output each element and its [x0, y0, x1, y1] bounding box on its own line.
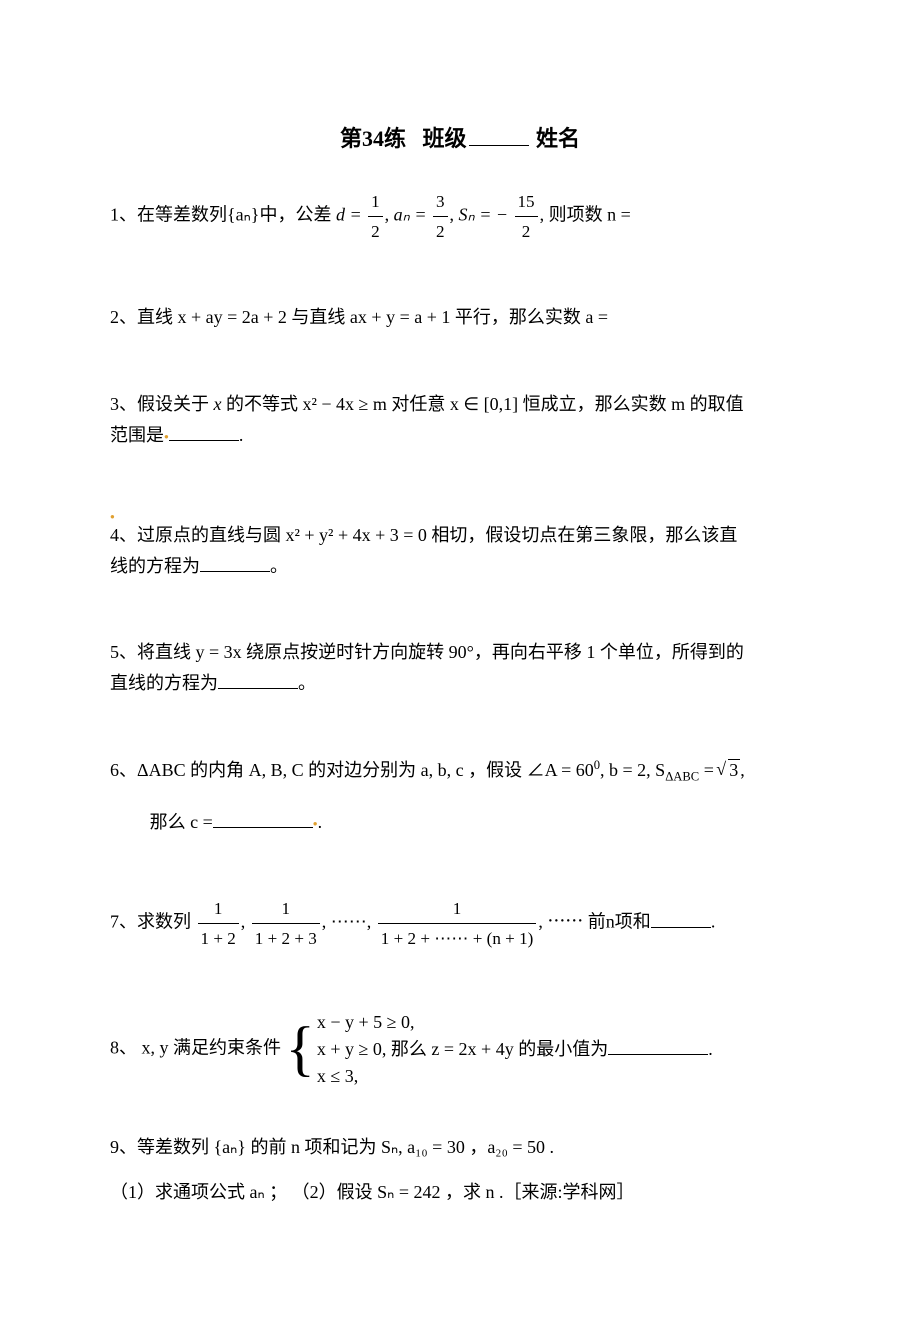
question-1: 1、在等差数列{aₙ}中，公差 d = 12, aₙ = 32, Sₙ = − … — [110, 187, 810, 246]
q8-prefix: 8、 x, y 满足约束条件 — [110, 1038, 281, 1058]
q6-l2a: 那么 c = — [150, 812, 213, 832]
q4-blank — [200, 553, 270, 572]
q1-mid1: 中，公差 — [259, 205, 331, 225]
class-label: 班级 — [422, 126, 466, 151]
q8-c2-row: x + y ≥ 0, 那么 z = 2x + 4y 的最小值为. — [317, 1036, 713, 1063]
q4-line1: 4、过原点的直线与圆 x² + y² + 4x + 3 = 0 相切，假设切点在… — [110, 520, 810, 551]
question-7: 7、求数列 11 + 2, 11 + 2 + 3, ⋯⋯, 11 + 2 + ⋯… — [110, 894, 810, 953]
question-2: 2、直线 x + ay = 2a + 2 与直线 ax + y = a + 1 … — [110, 302, 810, 333]
question-3: 3、假设关于 x 的不等式 x² − 4x ≥ m 对任意 x ∈ [0,1] … — [110, 389, 810, 450]
q5-blank — [218, 670, 298, 689]
q3-l1a: 3、假设关于 — [110, 394, 214, 414]
q8-c2: x + y ≥ 0, — [317, 1039, 387, 1059]
q7-s3: , ⋯⋯ 前n项和 — [538, 912, 651, 932]
q1-c1: , — [385, 205, 394, 225]
q7-f2: 11 + 2 + 3 — [252, 894, 320, 953]
q6-sqrt: 3 — [718, 755, 740, 786]
q5-line2: 直线的方程为 。 — [110, 668, 810, 699]
q8-c1: x − y + 5 ≥ 0, — [317, 1009, 713, 1036]
q9-line1: 9、等差数列 {aₙ} 的前 n 项和记为 Sₙ, a₁₀ = 30 ，a₂₀ … — [110, 1132, 810, 1163]
q9-line2: （1）求通项公式 aₙ ； （2）假设 Sₙ = 242 ，求 n .［来源:学… — [110, 1177, 810, 1208]
q5-l2a: 直线的方程为 — [110, 673, 218, 693]
q4-l2a: 线的方程为 — [110, 556, 200, 576]
q7-blank — [651, 909, 711, 928]
q1-sn-frac: 152 — [515, 187, 538, 246]
q1-seq: {aₙ} — [227, 205, 259, 225]
q5-l2b: 。 — [298, 673, 316, 693]
question-8: 8、 x, y 满足约束条件 { x − y + 5 ≥ 0, x + y ≥ … — [110, 1009, 810, 1090]
q3-line1: 3、假设关于 x 的不等式 x² − 4x ≥ m 对任意 x ∈ [0,1] … — [110, 389, 810, 420]
question-5: 5、将直线 y = 3x 绕原点按逆时针方向旋转 90°，再向右平移 1 个单位… — [110, 637, 810, 698]
brace-icon: { — [286, 1022, 315, 1077]
q7-s1: , — [241, 912, 250, 932]
q6-sub: ΔABC — [665, 769, 699, 783]
q3-l2a: 范围是 — [110, 425, 164, 445]
q6-line1: 6、ΔABC 的内角 A, B, C 的对边分别为 a, b, c ，假设 ∠A… — [110, 755, 810, 786]
q1-d-lhs: d = — [336, 205, 362, 225]
question-4: 4、过原点的直线与圆 x² + y² + 4x + 3 = 0 相切，假设切点在… — [110, 520, 810, 581]
q1-sn-lhs: Sₙ = − — [459, 205, 508, 225]
q4-line2: 线的方程为 。 — [110, 551, 810, 582]
q7-f3: 11 + 2 + ⋯⋯ + (n + 1) — [378, 894, 537, 953]
q6-l1b: , b = 2, S — [600, 760, 665, 780]
q6-blank — [213, 809, 313, 828]
q7-prefix: 7、求数列 — [110, 912, 191, 932]
q8-blank — [608, 1036, 708, 1055]
q8-c3: x ≤ 3, — [317, 1063, 713, 1090]
q8-mid: 那么 z = 2x + 4y 的最小值为 — [386, 1039, 608, 1059]
q1-tail: , 则项数 n = — [540, 205, 631, 225]
name-label: 姓名 — [536, 126, 580, 151]
q1-prefix: 1、在等差数列 — [110, 205, 227, 225]
class-blank — [469, 123, 529, 146]
q2-text: 2、直线 x + ay = 2a + 2 与直线 ax + y = a + 1 … — [110, 307, 608, 327]
q1-c2: , — [450, 205, 459, 225]
q7-tail: . — [711, 912, 716, 932]
title-main: 第34练 — [340, 126, 406, 151]
q6-l2b: . — [318, 812, 323, 832]
q1-an-lhs: aₙ = — [394, 205, 427, 225]
q3-blank — [169, 422, 239, 441]
q4-l2b: 。 — [270, 556, 288, 576]
q7-f1: 11 + 2 — [198, 894, 239, 953]
question-6: 6、ΔABC 的内角 A, B, C 的对边分别为 a, b, c ，假设 ∠A… — [110, 755, 810, 838]
q1-an-frac: 32 — [433, 187, 448, 246]
question-9: 9、等差数列 {aₙ} 的前 n 项和记为 Sₙ, a₁₀ = 30 ，a₂₀ … — [110, 1132, 810, 1207]
q3-l2b: . — [239, 425, 244, 445]
spacer: ● — [110, 500, 810, 520]
q6-line2: 那么 c =●. — [110, 807, 810, 838]
q3-line2: 范围是●. — [110, 420, 810, 451]
q5-line1: 5、将直线 y = 3x 绕原点按逆时针方向旋转 90°，再向右平移 1 个单位… — [110, 637, 810, 668]
worksheet-title: 第34练 班级 姓名 — [110, 120, 810, 157]
page: 第34练 班级 姓名 1、在等差数列{aₙ}中，公差 d = 12, aₙ = … — [0, 0, 920, 1323]
q8-sys-body: x − y + 5 ≥ 0, x + y ≥ 0, 那么 z = 2x + 4y… — [317, 1009, 713, 1090]
q6-l1d: , — [740, 760, 745, 780]
q8-tail: . — [708, 1039, 713, 1059]
q3-l1b: 的不等式 x² − 4x ≥ m 对任意 x ∈ [0,1] 恒成立，那么实数 … — [222, 394, 744, 414]
q7-s2: , ⋯⋯, — [322, 912, 376, 932]
q6-l1a: 6、ΔABC 的内角 A, B, C 的对边分别为 a, b, c ，假设 ∠A… — [110, 760, 594, 780]
q1-d-frac: 12 — [368, 187, 383, 246]
q8-system: { x − y + 5 ≥ 0, x + y ≥ 0, 那么 z = 2x + … — [286, 1009, 713, 1090]
